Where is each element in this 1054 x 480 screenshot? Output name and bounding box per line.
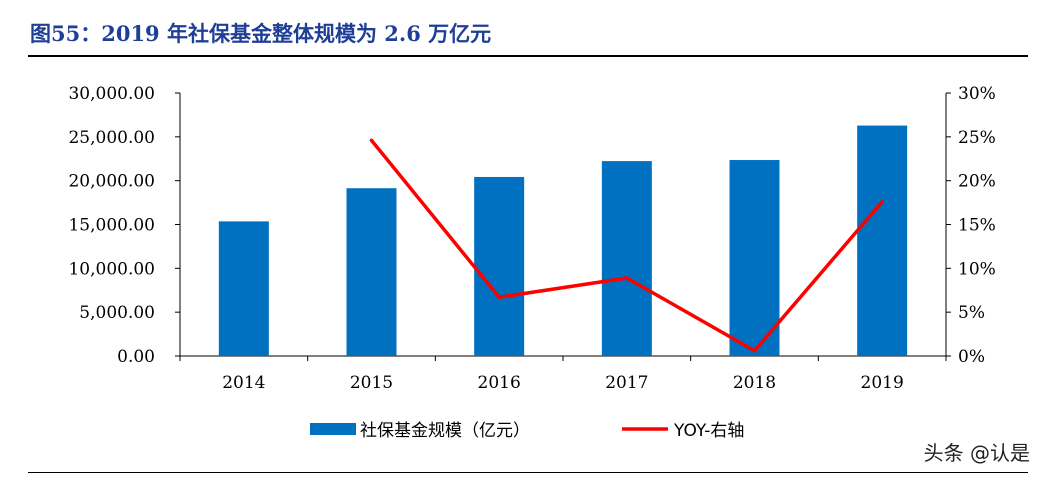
right-tick-label: 15% (958, 216, 996, 236)
right-tick-label: 0% (958, 347, 985, 367)
yoy-point (369, 138, 374, 143)
left-tick-label: 20,000.00 (68, 172, 155, 192)
watermark: 头条 @认是 (923, 441, 1030, 465)
bar (729, 160, 780, 356)
legend: 社保基金规模（亿元） YOY-右轴 (310, 421, 744, 441)
yoy-point (752, 348, 757, 353)
x-tick-label: 2015 (350, 373, 393, 393)
bar (601, 161, 652, 356)
legend-bar-swatch (310, 423, 356, 435)
bar (346, 188, 397, 356)
bar (474, 176, 525, 356)
x-tick-label: 2019 (861, 373, 904, 393)
right-tick-label: 25% (958, 128, 996, 148)
x-tick-label: 2018 (733, 373, 776, 393)
left-tick-label: 30,000.00 (68, 84, 155, 104)
axes: 0.00 5,000.00 10,000.00 15,000.00 20,000.00 2… (68, 84, 995, 393)
left-tick-label: 10,000.00 (68, 259, 155, 279)
left-tick-label: 15,000.00 (68, 216, 155, 236)
x-tick-label: 2017 (605, 373, 648, 393)
right-tick-label: 5% (958, 303, 985, 323)
bar-series (218, 125, 908, 356)
left-tick-label: 5,000.00 (79, 303, 155, 323)
bar (857, 125, 908, 356)
left-tick-label: 25,000.00 (68, 128, 155, 148)
right-tick-label: 20% (958, 172, 996, 192)
bar (218, 221, 269, 356)
x-tick-label: 2014 (222, 373, 265, 393)
right-tick-label: 30% (958, 84, 996, 104)
yoy-point (880, 199, 884, 204)
yoy-point (497, 295, 501, 300)
figure-title: 图55：2019 年社保基金整体规模为 2.6 万亿元 (30, 21, 492, 46)
bottom-rule (28, 472, 1028, 473)
left-tick-label: 0.00 (117, 347, 155, 367)
legend-bar-label: 社保基金规模（亿元） (360, 421, 530, 441)
title-rule (28, 55, 1028, 57)
line-series (369, 138, 884, 353)
x-tick-label: 2016 (478, 373, 521, 393)
yoy-point (625, 276, 629, 280)
legend-line-label: YOY-右轴 (673, 421, 744, 441)
right-tick-label: 10% (958, 259, 996, 279)
